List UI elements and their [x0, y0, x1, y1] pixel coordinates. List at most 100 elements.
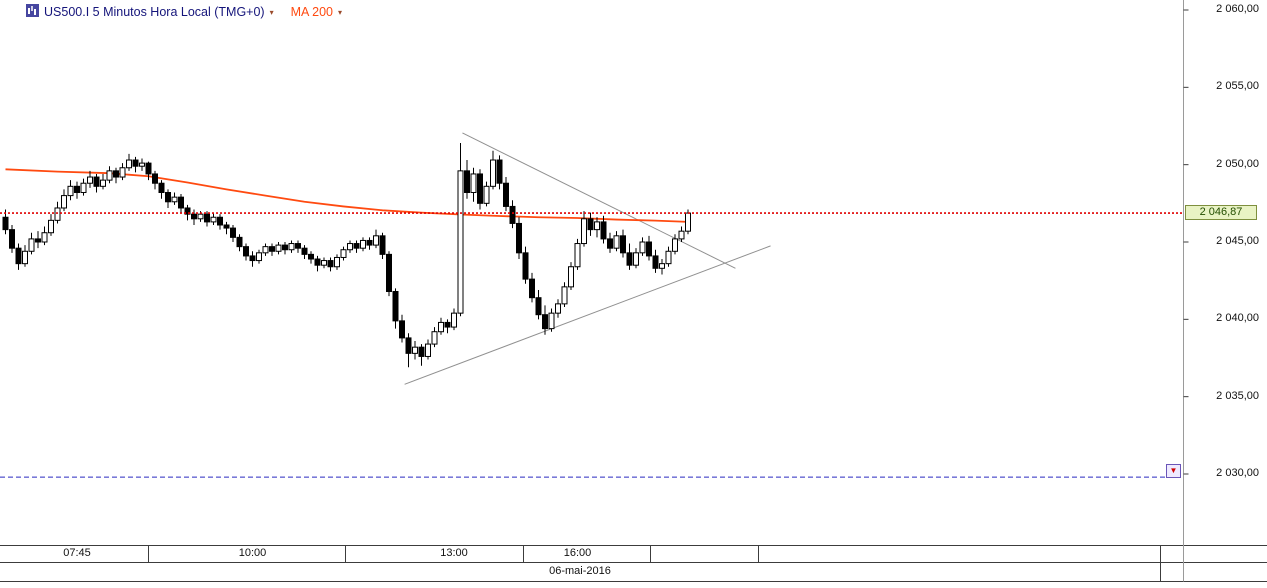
- candle-body: [145, 162, 152, 175]
- descending-trendline: [462, 132, 736, 269]
- candle-body: [282, 244, 288, 251]
- candle-body: [542, 314, 548, 330]
- candle-body: [28, 238, 35, 252]
- candle-body: [464, 170, 470, 194]
- candle-body: [587, 218, 594, 231]
- candle-body: [379, 235, 386, 255]
- ma-indicator-label[interactable]: MA 200: [290, 5, 333, 19]
- candle-body: [197, 213, 204, 220]
- price-axis[interactable]: 2 046,87 2 060,00 2 055,00 2 050,00 2 045,0…: [1183, 0, 1267, 545]
- candle-body: [113, 170, 119, 178]
- candle-body: [685, 212, 691, 232]
- date-axis: 06-mai-2016: [0, 562, 1267, 581]
- candle-body: [451, 312, 457, 328]
- candle-body: [139, 162, 145, 167]
- candle-body: [412, 346, 418, 354]
- ascending-trendline: [404, 245, 771, 385]
- candle-body: [256, 252, 262, 262]
- candle-body: [613, 235, 620, 249]
- chevron-down-icon[interactable]: ▾: [337, 8, 342, 17]
- candle-body: [659, 263, 665, 269]
- candle-body: [67, 185, 74, 197]
- price-tick-label: 2 060,00: [1216, 3, 1259, 15]
- candle-body: [334, 256, 340, 268]
- candle-body: [373, 235, 379, 246]
- candle-body: [418, 346, 425, 357]
- candle-body: [165, 192, 171, 203]
- candle-body: [288, 243, 295, 251]
- time-tick-label: 10:00: [238, 547, 267, 559]
- price-tick-label: 2 050,00: [1216, 157, 1259, 170]
- price-tick-label: 2 035,00: [1216, 389, 1259, 402]
- chart-legend: US500.I 5 Minutos Hora Local (TMG+0) ▾ M…: [26, 4, 342, 20]
- candle-body: [639, 241, 646, 254]
- candle-body: [522, 252, 529, 280]
- candle-body: [100, 179, 106, 187]
- candle-body: [483, 185, 490, 204]
- candle-body: [490, 159, 496, 187]
- alert-marker[interactable]: ▼: [1166, 464, 1181, 479]
- candle-body: [178, 196, 184, 209]
- candle-body: [535, 297, 542, 316]
- candle-body: [119, 167, 126, 178]
- candle-body: [184, 207, 191, 215]
- candle-body: [548, 312, 555, 330]
- candle-body: [61, 195, 67, 209]
- candle-body: [15, 247, 22, 265]
- candle-body: [470, 173, 477, 194]
- candle-body: [35, 238, 41, 243]
- candle-body: [509, 205, 516, 224]
- candle-body: [607, 238, 613, 249]
- candle-body: [210, 216, 217, 223]
- candle-body: [555, 303, 561, 314]
- time-tick-label: 07:45: [63, 547, 91, 559]
- chevron-down-icon[interactable]: ▾: [269, 8, 274, 17]
- candle-body: [620, 235, 626, 254]
- candle-body: [561, 286, 568, 305]
- price-tick-label: 2 030,00: [1216, 467, 1259, 479]
- price-tick-label: 2 040,00: [1216, 312, 1259, 325]
- candle-body: [132, 159, 139, 167]
- candle-body: [236, 236, 243, 248]
- candle-body: [275, 244, 282, 252]
- candle-body: [223, 224, 230, 229]
- candle-body: [626, 252, 633, 266]
- time-axis[interactable]: 07:45 10:00 13:00 16:00: [0, 545, 1267, 562]
- price-tick-label: 2 055,00: [1216, 80, 1259, 93]
- candle-body: [327, 260, 334, 268]
- chart-title[interactable]: US500.I 5 Minutos Hora Local (TMG+0): [44, 5, 265, 19]
- candle-body: [106, 170, 113, 181]
- candle-body: [158, 182, 165, 194]
- candle-body: [366, 239, 373, 246]
- candle-body: [48, 219, 54, 234]
- candle-body: [581, 218, 587, 245]
- time-tick-label: 16:00: [563, 547, 592, 559]
- candle-body: [22, 250, 28, 265]
- candle-body: [217, 216, 223, 226]
- candle-body: [438, 321, 444, 333]
- candle-body: [516, 222, 522, 254]
- last-price-tag: 2 046,87: [1185, 205, 1257, 221]
- candle-body: [353, 243, 360, 249]
- candle-body: [80, 182, 87, 194]
- candle-body: [405, 337, 412, 354]
- candle-body: [2, 216, 9, 231]
- candle-body: [340, 249, 347, 258]
- down-arrow-icon: ▼: [1169, 466, 1178, 476]
- candle-body: [41, 232, 48, 243]
- candle-body: [568, 266, 574, 288]
- candle-body: [321, 260, 327, 266]
- candle-body: [425, 343, 431, 357]
- candle-body: [9, 229, 15, 249]
- candle-body: [477, 173, 483, 204]
- candle-body: [600, 221, 607, 240]
- candle-body: [301, 247, 308, 255]
- candle-body: [652, 255, 659, 269]
- candle-body: [672, 238, 678, 252]
- candle-body: [457, 170, 464, 314]
- candle-body: [678, 230, 685, 240]
- candle-body: [574, 243, 581, 268]
- candle-body: [54, 207, 61, 221]
